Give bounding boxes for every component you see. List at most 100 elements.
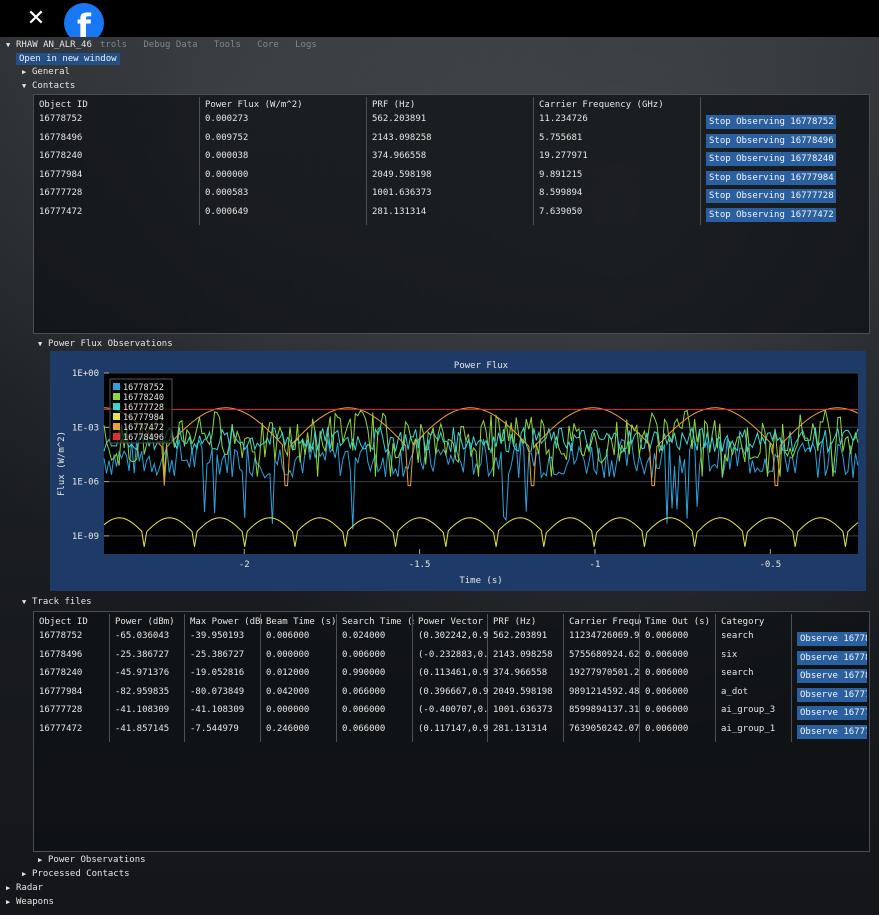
table-cell: -65.036043 [115,631,170,641]
table-cell: -39.950193 [190,631,245,641]
tree-weapons[interactable]: ▶ Weapons [6,897,54,907]
table-cell: (0.113461,0.9 [418,668,489,678]
table-cell: 0.006000 [645,649,689,660]
stop-observing-button[interactable]: Stop Observing 16777984 [706,170,836,185]
table-cell: 16778240 [39,151,83,161]
table-cell: 19.277971 [539,151,588,161]
observe-button[interactable]: Observe 16777984 [797,687,867,702]
table-cell: 16778496 [39,132,83,143]
power-flux-plot-panel: Power Flux Flux (W/m^2) Time (s) 1E+00 1E-03… [50,351,866,591]
table-cell: 281.131314 [493,723,548,734]
table-cell: ai_group_1 [721,723,776,734]
table-cell: 2049.598198 [493,686,553,697]
tree-power-flux-observations[interactable]: ▼ Power Flux Observations [38,339,173,349]
table-cell: 0.000583 [205,188,249,198]
legend-swatch [113,403,120,410]
table-cell: 0.009752 [205,132,249,143]
tree-general[interactable]: ▶ General [22,67,70,77]
series-line-16777728 [103,425,859,455]
stop-observing-button[interactable]: Stop Observing 16778752 [706,115,836,129]
table-cell: 16778752 [39,631,83,641]
table-cell: 16777472 [39,206,83,217]
table-cell: -41.857145 [115,723,170,734]
table-cell: 281.131314 [372,206,427,217]
stop-observing-button[interactable]: Stop Observing 16778240 [706,152,836,166]
root-title: RHAW AN_ALR_46 [16,40,92,50]
column-divider [791,614,792,742]
menu-item: Core [257,40,279,50]
facebook-logo-icon[interactable]: f [64,3,104,43]
observe-button[interactable]: Observe 16777472 [797,724,867,739]
power-flux-chart[interactable]: Power Flux Flux (W/m^2) Time (s) 1E+00 1E-03… [50,351,866,591]
menu-item: Tools [213,40,241,50]
menu-item: Debug Data [143,40,198,50]
observe-button[interactable]: Observe 16778240 [797,669,867,683]
column-header: Category [721,617,765,627]
column-divider [563,614,564,742]
table-cell: 16777728 [39,188,83,198]
column-header: Power Flux (W/m^2) [205,100,303,110]
table-cell: 0.042000 [266,686,310,697]
tree-track-files[interactable]: ▼ Track files [22,597,92,607]
table-cell: 0.246000 [266,723,310,734]
table-cell: -25.386727 [115,649,170,660]
y-tick-label: 1E-03 [72,423,99,433]
stop-observing-button[interactable]: Stop Observing 16778496 [706,133,836,148]
table-cell: 374.966558 [372,151,427,161]
table-cell: 0.000000 [266,649,310,660]
tree-power-observations[interactable]: ▶ Power Observations [38,855,146,865]
column-header: PRF (Hz) [493,617,537,627]
column-divider [336,614,337,742]
table-cell: 19277970501.2 [569,668,640,678]
x-axis-label: Time (s) [459,576,502,586]
tree-radar[interactable]: ▶ Radar [6,883,43,893]
table-cell: 9891214592.48 [569,686,640,697]
table-cell: 5755680924.62 [569,649,640,660]
tree-processed-contacts[interactable]: ▶ Processed Contacts [22,869,130,879]
column-header: Power (dBm) [115,617,175,627]
column-divider [533,97,534,225]
table-cell: 11234726069.9 [569,631,640,641]
table-cell: 0.990000 [342,668,386,678]
stop-observing-button[interactable]: Stop Observing 16777728 [706,189,836,203]
close-icon[interactable]: ✕ [26,6,46,31]
top-bar: ✕ f [0,0,879,43]
open-new-window-button[interactable]: Open in new window [16,53,120,65]
tree-label: Track files [32,597,92,607]
chart-title: Power Flux [454,361,509,371]
table-cell: 0.000038 [205,151,249,161]
table-cell: 0.000649 [205,206,249,217]
column-divider [487,614,488,742]
stop-observing-button[interactable]: Stop Observing 16777472 [706,207,836,222]
table-cell: 0.000273 [205,114,249,124]
collapsed-triangle-icon: ▶ [22,870,27,878]
table-cell: 5.755681 [539,132,583,143]
table-cell: 16778496 [39,649,83,660]
x-tick-label: -0.5 [759,560,781,570]
table-cell: 562.203891 [493,631,548,641]
track-files-panel [33,611,870,852]
table-cell: 16778752 [39,114,83,124]
column-divider [260,614,261,742]
column-divider [184,614,185,742]
table-cell: -7.544979 [190,723,239,734]
legend-swatch [113,413,120,420]
column-divider [199,97,200,225]
table-cell: 0.006000 [645,723,689,734]
legend-swatch [113,433,120,440]
tree-contacts[interactable]: ▼ Contacts [22,81,75,91]
tree-label: Contacts [32,81,76,91]
legend-swatch [113,423,120,430]
table-cell: 16777728 [39,705,83,715]
table-cell: (-0.232883,0. [418,649,489,660]
table-cell: -80.073849 [190,686,245,697]
collapsed-triangle-icon: ▶ [6,884,11,892]
y-tick-label: 1E-09 [72,532,99,542]
table-cell: ai_group_3 [721,705,776,715]
root-node[interactable]: ▼ RHAW AN_ALR_46 [6,40,92,50]
column-header: Max Power (dBm) [190,617,262,627]
observe-button[interactable]: Observe 16778752 [797,632,867,646]
column-header: Object ID [39,617,88,627]
observe-button[interactable]: Observe 16778496 [797,650,867,665]
observe-button[interactable]: Observe 16777728 [797,706,867,720]
